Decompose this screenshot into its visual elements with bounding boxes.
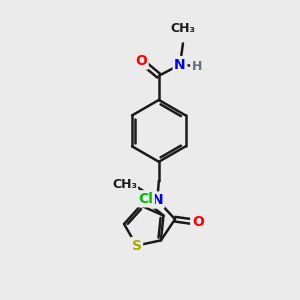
Text: H: H xyxy=(192,60,202,73)
Text: S: S xyxy=(131,238,142,253)
Text: O: O xyxy=(135,54,147,68)
Text: N: N xyxy=(152,193,163,207)
Text: CH₃: CH₃ xyxy=(112,178,137,191)
Text: Cl: Cl xyxy=(138,192,153,206)
Text: O: O xyxy=(192,215,204,229)
Text: N: N xyxy=(174,58,186,72)
Text: CH₃: CH₃ xyxy=(170,22,196,34)
